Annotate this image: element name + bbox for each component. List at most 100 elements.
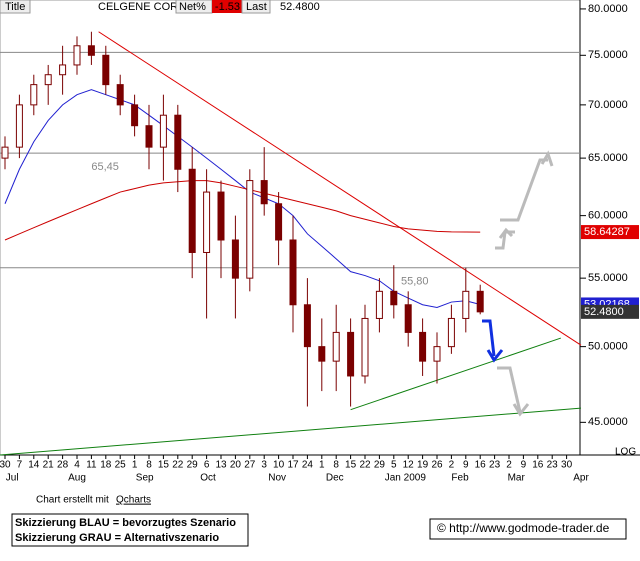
x-tick-label: 23	[547, 460, 559, 471]
x-tick-label: 21	[43, 460, 55, 471]
legend-text: Skizzierung BLAU = bevorzugtes Szenario	[15, 517, 236, 529]
candle-body	[30, 84, 38, 106]
x-tick-label: 2	[449, 460, 455, 471]
scale-label: LOG	[615, 447, 636, 458]
month-label: Oct	[200, 473, 216, 484]
candle-body	[447, 317, 455, 348]
month-label: Nov	[268, 473, 286, 484]
price-tag	[581, 225, 639, 240]
candle-body	[462, 290, 470, 319]
candle-body	[217, 191, 225, 241]
price-tag-label: 52.4800	[584, 306, 624, 318]
header-name: CELGENE CORP	[98, 1, 185, 13]
candle-body	[15, 104, 23, 148]
level-label: 65,45	[91, 161, 119, 173]
x-tick-label: 12	[403, 460, 415, 471]
x-tick-label: 1	[319, 460, 325, 471]
x-tick-label: 22	[359, 460, 371, 471]
price-tag	[581, 304, 639, 319]
candle-body	[1, 146, 9, 159]
y-tick-label: 45.0000	[588, 416, 628, 428]
copyright-box	[429, 518, 627, 540]
month-label: Sep	[136, 473, 154, 484]
price-tag-label: 58.64287	[584, 226, 630, 238]
trendline	[350, 337, 562, 411]
x-tick-label: 3	[261, 460, 267, 471]
candle-body	[404, 304, 412, 333]
candle-body	[174, 114, 182, 170]
copyright[interactable]: © http://www.godmode-trader.de	[437, 521, 610, 535]
x-tick-label: 5	[391, 460, 397, 471]
x-tick-label: 22	[172, 460, 184, 471]
x-tick-label: 1	[132, 460, 138, 471]
x-tick-label: 8	[146, 460, 152, 471]
credit: Chart erstellt mit	[36, 495, 109, 506]
x-tick-label: 18	[100, 460, 112, 471]
candle-body	[44, 74, 52, 86]
candle-body	[303, 304, 311, 348]
header-net-box	[212, 0, 242, 13]
month-label: Mar	[508, 473, 526, 484]
y-tick-label: 60.0000	[588, 210, 628, 222]
x-tick-label: 30	[0, 460, 11, 471]
candle-body	[131, 104, 139, 127]
x-tick-label: 15	[345, 460, 357, 471]
candle-body	[73, 45, 81, 66]
x-tick-label: 28	[57, 460, 69, 471]
candle-body	[419, 331, 427, 362]
x-tick-label: 9	[463, 460, 469, 471]
legend-box	[11, 513, 249, 547]
x-tick-label: 29	[187, 460, 199, 471]
candle-body	[102, 54, 110, 86]
trendline	[0, 407, 582, 456]
y-tick-label: 65.0000	[588, 152, 628, 164]
gray-scenario	[497, 366, 522, 413]
x-tick-label: 19	[417, 460, 429, 471]
credit-link[interactable]: Qcharts	[116, 495, 151, 506]
candle-body	[231, 239, 239, 279]
x-tick-label: 20	[230, 460, 242, 471]
y-tick-label: 55.0000	[588, 272, 628, 284]
header-title: Title	[5, 1, 25, 13]
x-tick-label: 7	[17, 460, 23, 471]
month-label: Dec	[326, 473, 344, 484]
header-net: -1.53	[215, 1, 240, 13]
x-tick-label: 24	[302, 460, 314, 471]
candle-body	[188, 168, 196, 253]
y-tick-label: 70.0000	[588, 99, 628, 111]
blue-scenario	[482, 319, 496, 357]
x-tick-label: 30	[561, 460, 573, 471]
candle-body	[145, 125, 153, 148]
x-tick-label: 14	[28, 460, 40, 471]
candle-body	[289, 239, 297, 306]
candle-body	[347, 331, 355, 377]
header-cell	[0, 0, 31, 14]
x-tick-label: 11	[86, 460, 97, 471]
candle-body	[116, 84, 124, 106]
x-tick-label: 23	[489, 460, 501, 471]
trendline	[98, 31, 582, 346]
candle-body	[433, 346, 441, 362]
legend-text: Skizzierung GRAU = Alternativszenario	[15, 532, 219, 544]
candle-body	[87, 45, 95, 56]
x-tick-label: 4	[74, 460, 80, 471]
plot: 45.0000 50.0000 55.0000 60.0000 65.0000 70.00…	[0, 3, 636, 484]
y-tick-label: 75.0000	[588, 49, 628, 61]
candle-body	[332, 331, 340, 362]
x-tick-label: 27	[244, 460, 256, 471]
gray-arrowhead	[498, 227, 514, 239]
candle-body	[476, 290, 484, 313]
x-tick-label: 6	[204, 460, 210, 471]
header-net-label: Net%	[179, 1, 206, 13]
month-label: Apr	[573, 473, 589, 484]
x-tick-label: 16	[532, 460, 544, 471]
blue-arrowhead	[486, 349, 504, 363]
x-tick-label: 29	[374, 460, 386, 471]
plot-area	[0, 0, 581, 456]
candle-body	[318, 346, 326, 362]
header-cell	[241, 0, 271, 14]
moving-average	[4, 180, 481, 241]
y-tick-label: 50.0000	[588, 341, 628, 353]
